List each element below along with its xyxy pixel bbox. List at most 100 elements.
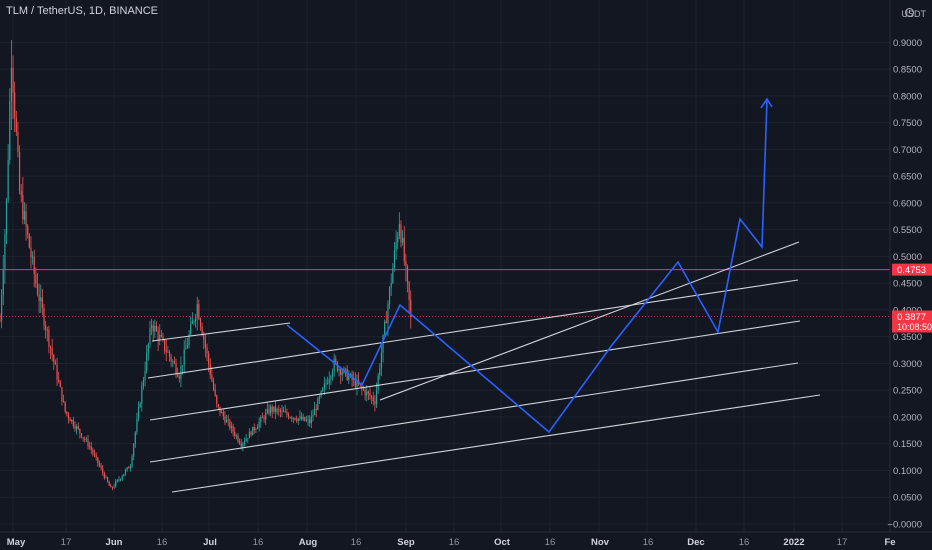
- candle-body: [263, 417, 265, 420]
- candle-body: [204, 339, 206, 348]
- candle-body: [74, 425, 76, 429]
- candle-body: [266, 409, 268, 413]
- projection-path: [286, 99, 768, 434]
- candle-body: [388, 287, 391, 305]
- candle-body: [307, 419, 309, 421]
- candle-body: [20, 191, 22, 196]
- candle-body: [305, 420, 308, 422]
- candle-body: [40, 297, 42, 302]
- clock-icon[interactable]: [905, 8, 914, 17]
- y-tick-label: 0.3500: [893, 332, 922, 343]
- currency-label: USDT: [901, 9, 927, 19]
- candles: [0, 39, 412, 491]
- candle-body: [0, 320, 1, 322]
- candle-body: [10, 67, 13, 102]
- candle-body: [14, 92, 16, 118]
- candle-body: [131, 456, 133, 467]
- candle-body: [22, 195, 24, 220]
- candle-body: [201, 326, 203, 336]
- candle-body: [217, 404, 220, 407]
- channel-line: [149, 362, 799, 463]
- candle-body: [82, 437, 84, 439]
- candle-body: [222, 412, 224, 417]
- candle-body: [268, 409, 270, 414]
- candle-body: [146, 352, 148, 371]
- symbol-title: TLM / TetherUS, 1D, BINANCE: [6, 5, 159, 17]
- candle-body: [198, 304, 200, 320]
- candle-body: [136, 418, 138, 433]
- candle-body: [227, 419, 229, 421]
- candle-body: [61, 387, 63, 402]
- x-tick-label: Nov: [591, 537, 610, 548]
- candle-body: [170, 356, 172, 362]
- candle-body: [234, 431, 236, 436]
- x-tick-label: Sep: [397, 537, 415, 548]
- candle-body: [248, 431, 250, 439]
- candle-body: [87, 439, 89, 447]
- candle-body: [323, 383, 325, 389]
- x-tick-label: Dec: [687, 537, 704, 548]
- candle-body: [120, 478, 122, 480]
- channel-line: [147, 279, 799, 379]
- candle-body: [312, 415, 314, 417]
- candle-body: [406, 266, 409, 282]
- candle-body: [133, 444, 135, 457]
- candle-body: [379, 368, 381, 376]
- candle-body: [258, 422, 260, 428]
- candle-body: [302, 417, 304, 420]
- channel-line: [379, 241, 800, 401]
- candle-body: [328, 379, 330, 384]
- candle-body: [393, 250, 396, 268]
- candle-body: [310, 416, 312, 424]
- candle-body: [111, 487, 114, 489]
- candle-body: [12, 67, 14, 93]
- price-tag: [892, 263, 932, 276]
- candle-body: [183, 349, 185, 366]
- candle-body: [97, 457, 99, 464]
- candle-body: [118, 479, 120, 481]
- x-tick-label: 16: [351, 537, 362, 548]
- candle-body: [292, 417, 294, 419]
- candle-body: [67, 414, 70, 419]
- candle-body: [48, 329, 50, 347]
- candle-body: [362, 388, 365, 390]
- candle-body: [300, 416, 303, 420]
- candle-body: [46, 329, 48, 331]
- candle-body: [203, 335, 205, 340]
- candle-body: [76, 426, 78, 429]
- y-tick-label: 0.5000: [893, 252, 922, 263]
- y-tick-label: 0.7500: [893, 118, 922, 129]
- candle-body: [315, 408, 317, 410]
- candle-body: [408, 281, 410, 300]
- candle-body: [235, 435, 237, 437]
- candle-body: [278, 409, 280, 411]
- candle-body: [367, 391, 369, 394]
- candle-body: [144, 370, 146, 381]
- candle-body: [69, 418, 71, 422]
- candle-body: [392, 267, 394, 284]
- candle-body: [142, 380, 145, 387]
- candle-body: [297, 418, 299, 421]
- candle-body: [162, 336, 164, 340]
- candle-body: [90, 446, 92, 450]
- x-tick-label: 16: [157, 537, 168, 548]
- candle-body: [317, 398, 319, 410]
- candle-body: [296, 419, 298, 421]
- candle-body: [398, 224, 400, 237]
- candle-body: [276, 409, 278, 413]
- x-tick-label: Jul: [203, 537, 217, 548]
- candle-body: [255, 428, 257, 431]
- candle-body: [5, 199, 8, 235]
- candle-body: [216, 395, 218, 405]
- price-tag: [892, 310, 932, 333]
- candle-body: [105, 477, 107, 479]
- candle-body: [159, 334, 161, 340]
- candle-body: [141, 386, 143, 404]
- candle-body: [93, 453, 96, 455]
- x-tick-label: May: [7, 537, 26, 548]
- x-tick-label: Jun: [106, 537, 123, 548]
- candle-body: [239, 441, 241, 444]
- candle-body: [380, 352, 383, 369]
- candle-body: [139, 403, 141, 408]
